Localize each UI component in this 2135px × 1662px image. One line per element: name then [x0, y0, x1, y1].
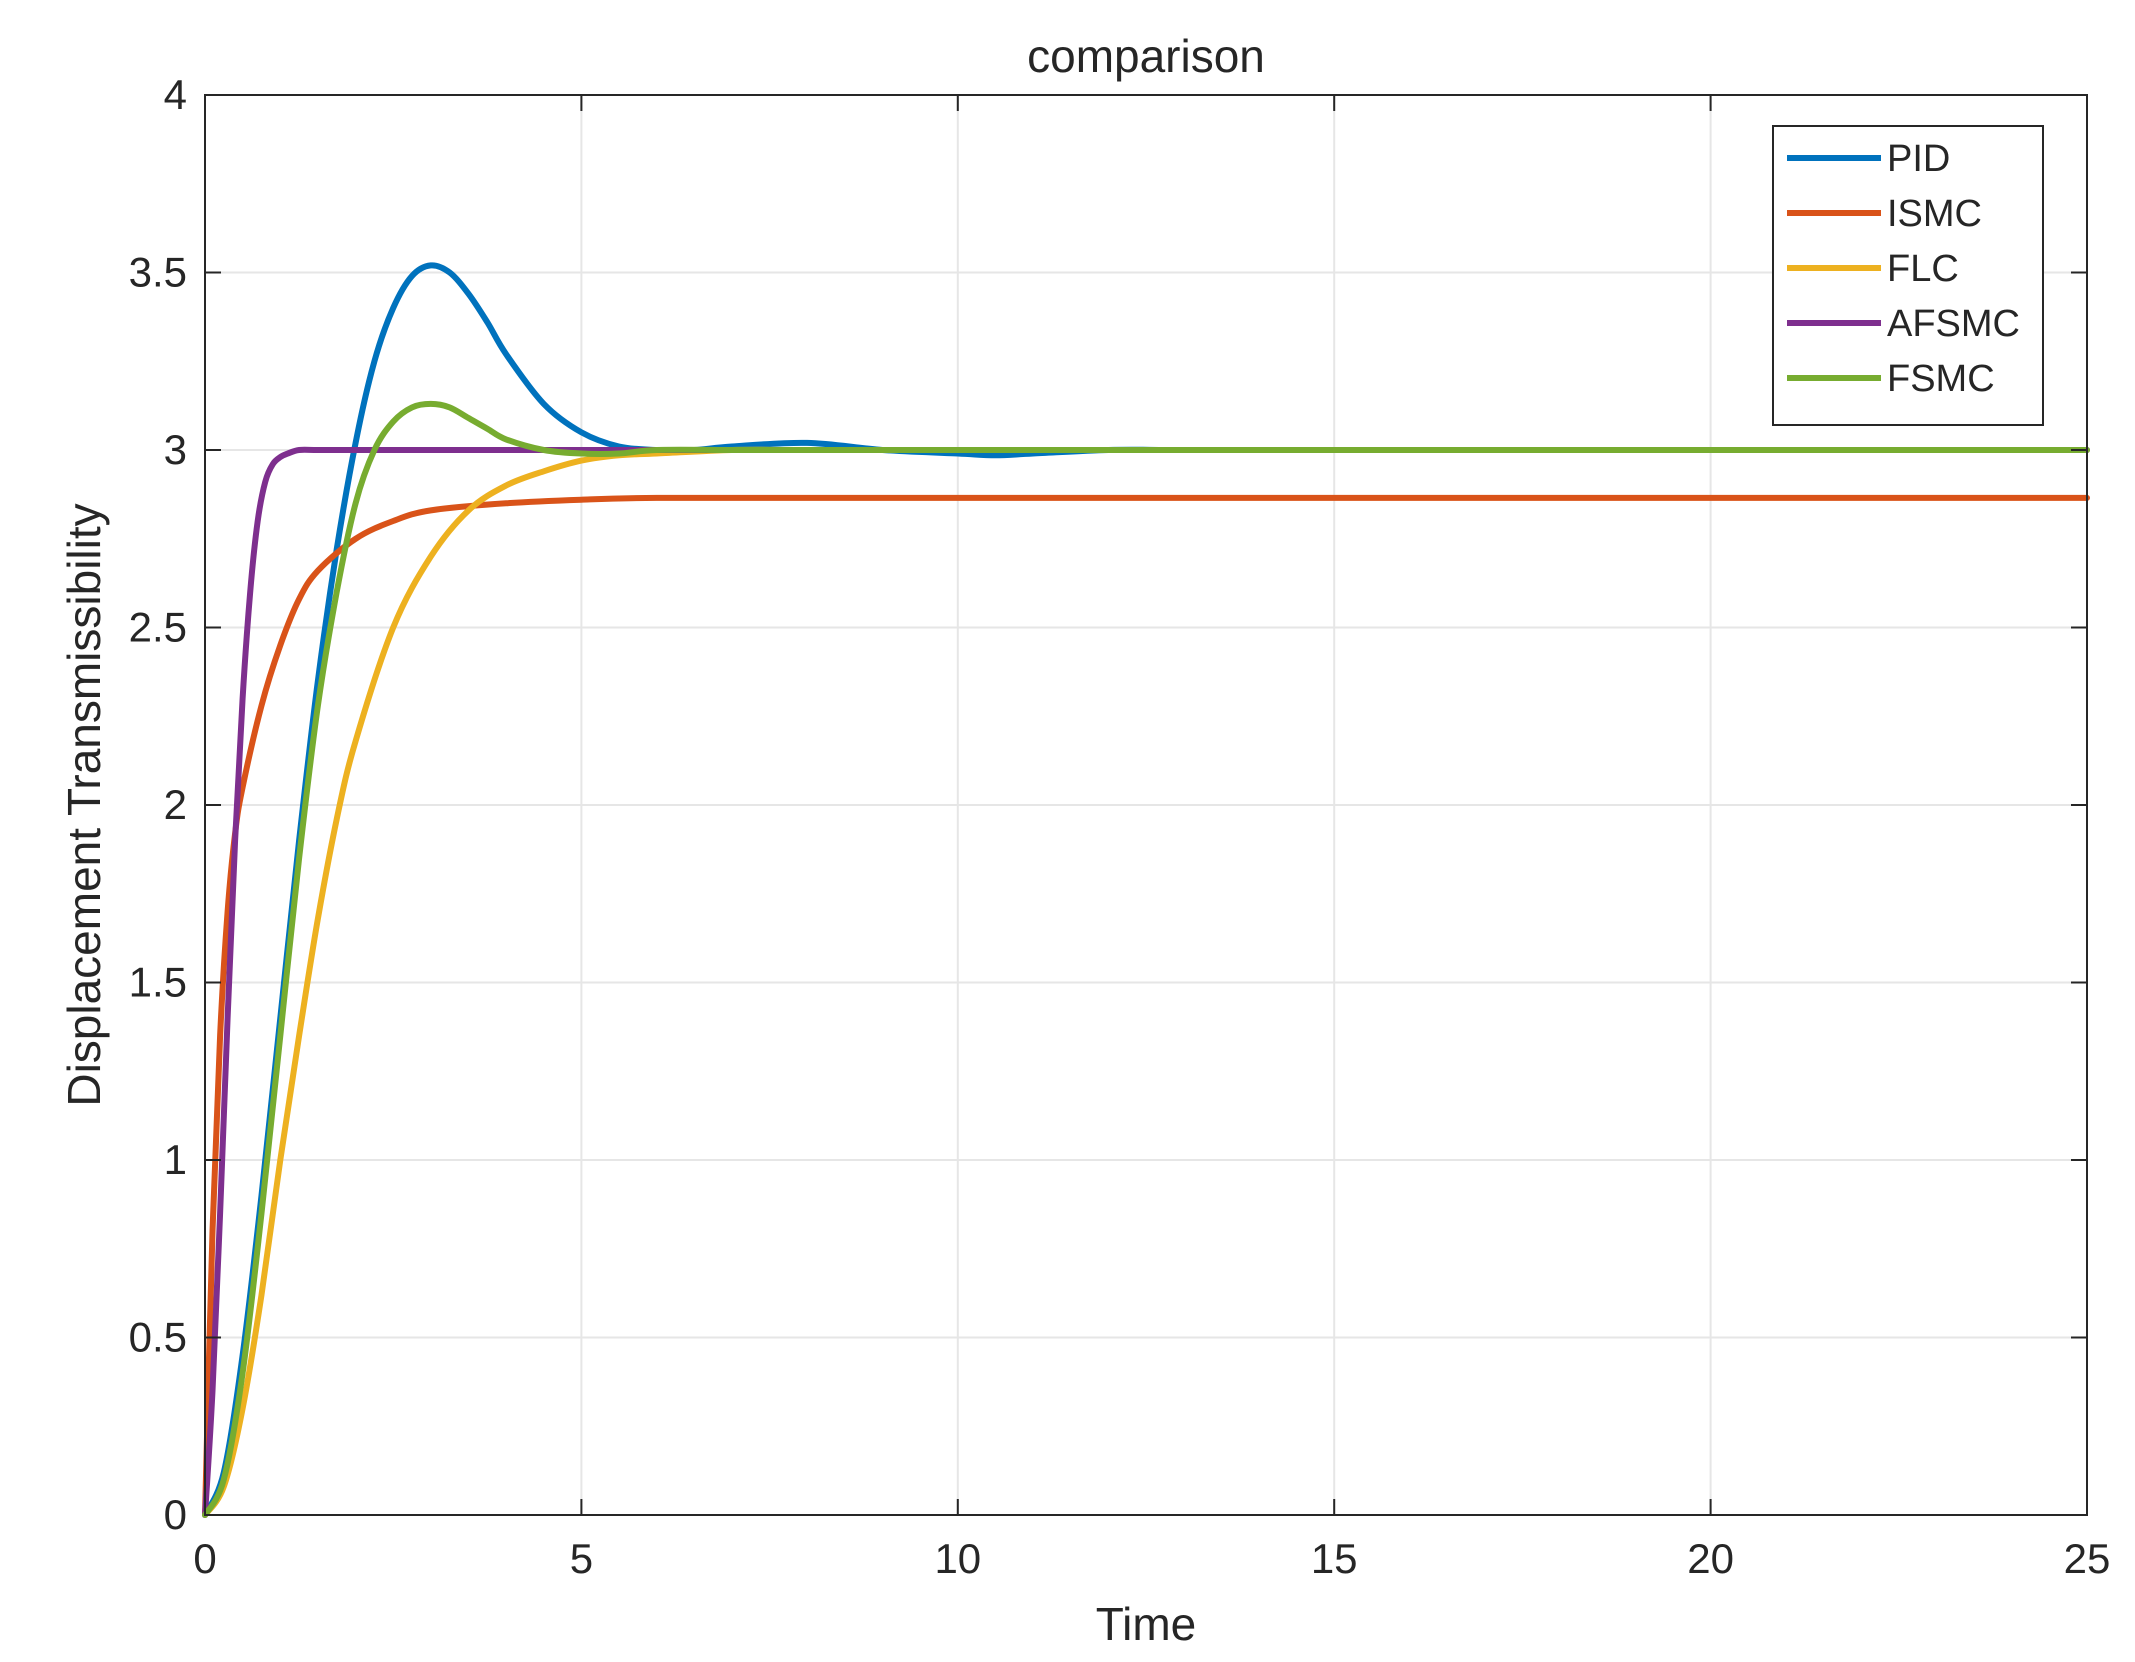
y-tick-label: 0.5	[129, 1314, 187, 1361]
legend-label-pid: PID	[1887, 138, 1950, 180]
chart-title: comparison	[1027, 30, 1265, 82]
y-tick-label: 4	[164, 71, 187, 118]
y-tick-label: 2	[164, 781, 187, 828]
y-tick-label: 0	[164, 1491, 187, 1538]
y-tick-label: 3.5	[129, 249, 187, 296]
series-line-ismc	[202, 494, 2090, 1518]
y-tick-label: 2.5	[129, 604, 187, 651]
y-axis-title: Displacement Transmissibility	[58, 503, 110, 1106]
legend-label-afsmc: AFSMC	[1887, 303, 2020, 345]
legend: PID ISMC FLC AFSMC FSMC	[1772, 125, 2044, 426]
y-tick-label: 3	[164, 426, 187, 473]
x-tick-label: 10	[934, 1535, 981, 1582]
x-tick-label: 5	[570, 1535, 593, 1582]
legend-label-flc: FLC	[1887, 248, 1959, 290]
x-tick-label: 25	[2064, 1535, 2111, 1582]
y-tick-label: 1	[164, 1136, 187, 1183]
x-tick-label: 15	[1311, 1535, 1358, 1582]
x-axis-title: Time	[1096, 1598, 1197, 1650]
y-tick-label: 1.5	[129, 959, 187, 1006]
legend-label-ismc: ISMC	[1887, 193, 1982, 235]
legend-label-fsmc: FSMC	[1887, 358, 1995, 400]
series-lines	[202, 262, 2090, 1518]
x-tick-label: 20	[1687, 1535, 1734, 1582]
x-tick-label: 0	[193, 1535, 216, 1582]
series-line-fsmc	[202, 400, 2090, 1518]
axis-ticks: 0 5 10 15 20 25 0 0.5 1 1.5 2 2.5 3 3.5 4	[129, 71, 2111, 1582]
